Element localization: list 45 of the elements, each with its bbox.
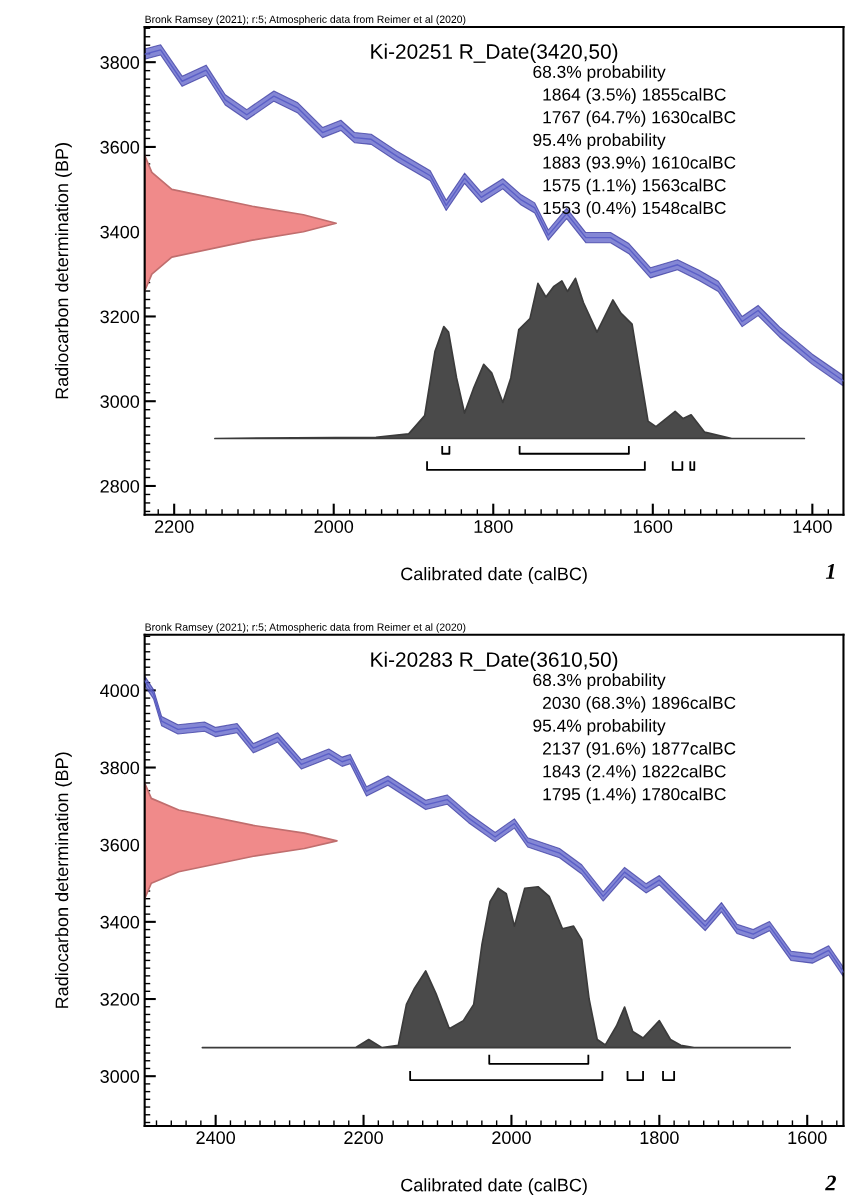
- annotation: 2030 (68.3%) 1896calBC: [543, 696, 736, 713]
- x-axis-title: Calibrated date (calBC): [401, 567, 587, 584]
- y-axis-title: Radiocarbon determination (BP): [55, 143, 72, 399]
- annotation: 68.3% probability: [533, 673, 666, 690]
- annotation: 95.4% probability: [533, 133, 666, 150]
- x-tick-label: 2200: [155, 520, 194, 533]
- x-tick-label: 2000: [492, 1131, 531, 1145]
- y-tick-label: 3800: [100, 56, 140, 69]
- text: Bronk Ramsey (2021); r:5; Atmospheric data from Reimer et al (2020): [145, 15, 466, 26]
- annotation: 1864 (3.5%) 1855calBC: [543, 87, 726, 105]
- y-tick-label: 2800: [100, 479, 140, 493]
- x-tick-label: 2000: [314, 520, 354, 533]
- y-tick-label: 3800: [100, 761, 140, 775]
- x-tick-label: 1800: [474, 520, 513, 533]
- y-tick-label: 3400: [100, 915, 140, 929]
- annotation: 1843 (2.4%) 1822calBC: [543, 764, 726, 781]
- annotation: 95.4% probability: [533, 719, 666, 736]
- x-tick-label: 1600: [788, 1131, 827, 1145]
- x-axis-title: Calibrated date (calBC): [401, 1178, 587, 1196]
- text: 1: [825, 564, 835, 579]
- y-tick-label: 3600: [100, 140, 140, 154]
- annotation: 68.3% probability: [533, 65, 666, 82]
- y-tick-label: 3000: [100, 1070, 140, 1083]
- y-tick-label: 4000: [100, 684, 140, 698]
- text: Ki-20283 R_Date(3610,50): [371, 651, 618, 672]
- text: 2: [825, 1175, 836, 1191]
- annotation: 1575 (1.1%) 1563calBC: [543, 178, 726, 195]
- y-tick-label: 3200: [100, 310, 140, 324]
- y-tick-label: 3600: [100, 838, 140, 852]
- x-tick-label: 1800: [640, 1131, 679, 1145]
- x-tick-label: 1600: [634, 520, 673, 533]
- y-axis-title: Radiocarbon determination (BP): [55, 752, 72, 1008]
- y-tick-label: 3200: [100, 992, 140, 1006]
- x-tick-label: 1400: [793, 520, 832, 533]
- x-tick-label: 2400: [196, 1131, 236, 1145]
- y-tick-label: 3000: [100, 395, 140, 408]
- y-tick-label: 3400: [100, 225, 140, 239]
- text: Ki-20251 R_Date(3420,50): [371, 43, 618, 64]
- annotation: 1883 (93.9%) 1610calBC: [543, 155, 736, 173]
- annotation: 1767 (64.7%) 1630calBC: [543, 110, 736, 127]
- text: Bronk Ramsey (2021); r:5; Atmospheric data from Reimer et al (2020): [145, 623, 466, 633]
- annotation: 1553 (0.4%) 1548calBC: [543, 201, 726, 218]
- annotation: 1795 (1.4%) 1780calBC: [543, 787, 726, 804]
- x-tick-label: 2200: [344, 1131, 383, 1145]
- annotation: 2137 (91.6%) 1877calBC: [543, 741, 736, 759]
